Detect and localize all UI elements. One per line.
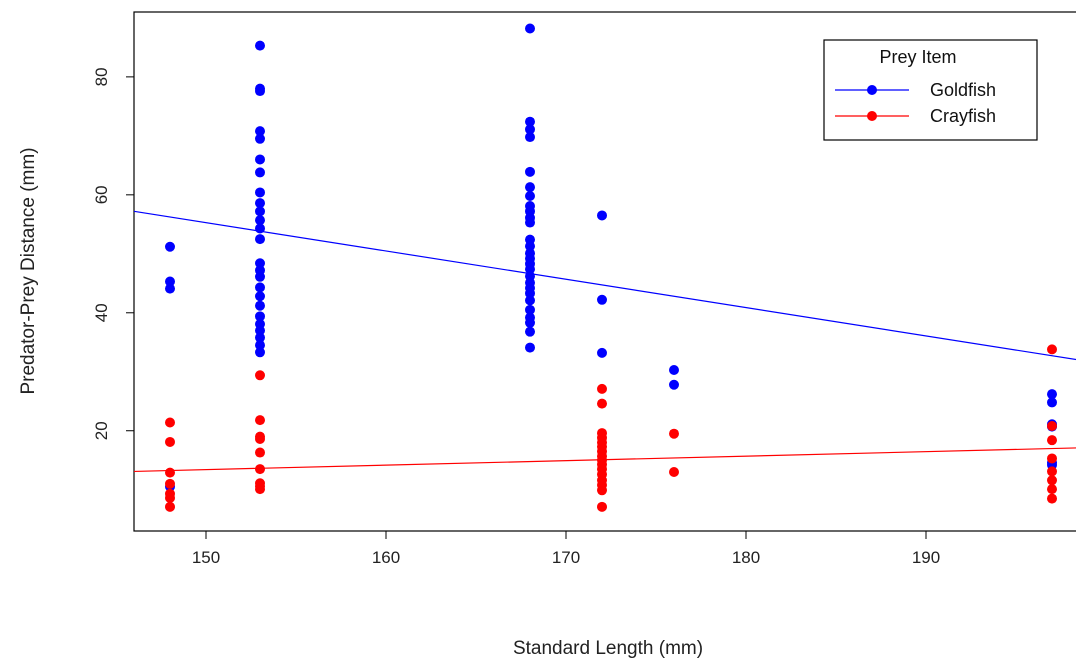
fit-line-goldfish <box>133 210 1076 361</box>
point-crayfish <box>255 447 265 458</box>
point-goldfish <box>525 326 535 337</box>
x-tick-label: 160 <box>372 548 400 567</box>
x-axis: 150 160 170 180 190 <box>192 531 940 567</box>
point-goldfish <box>255 206 265 217</box>
point-goldfish <box>255 340 265 351</box>
point-goldfish <box>525 241 535 252</box>
point-crayfish <box>1047 435 1057 446</box>
point-goldfish <box>525 124 535 135</box>
point-crayfish <box>255 484 265 495</box>
point-goldfish <box>255 332 265 343</box>
point-goldfish <box>525 166 535 177</box>
point-goldfish <box>597 210 607 221</box>
y-tick-label: 40 <box>92 303 111 322</box>
y-axis: 20 40 60 80 <box>92 67 134 440</box>
point-goldfish <box>255 311 265 322</box>
point-goldfish <box>525 182 535 193</box>
point-goldfish <box>255 234 265 245</box>
point-goldfish <box>525 191 535 202</box>
point-goldfish <box>255 291 265 302</box>
point-crayfish <box>597 383 607 394</box>
point-goldfish <box>255 40 265 51</box>
y-tick-label: 60 <box>92 185 111 204</box>
point-goldfish <box>525 217 535 228</box>
point-goldfish <box>255 347 265 358</box>
point-goldfish <box>255 223 265 234</box>
point-crayfish <box>255 370 265 381</box>
point-crayfish <box>165 436 175 447</box>
point-crayfish <box>1047 344 1057 355</box>
point-crayfish <box>255 464 265 475</box>
legend-title: Prey Item <box>879 47 956 67</box>
point-goldfish <box>525 342 535 353</box>
point-goldfish <box>1047 389 1057 400</box>
point-goldfish <box>255 325 265 336</box>
point-goldfish <box>525 23 535 34</box>
point-goldfish <box>255 187 265 198</box>
y-tick-label: 20 <box>92 421 111 440</box>
data-points <box>165 23 1057 512</box>
point-crayfish <box>597 501 607 512</box>
x-axis-title: Standard Length (mm) <box>513 638 703 659</box>
point-crayfish <box>597 485 607 496</box>
point-goldfish <box>525 132 535 143</box>
y-tick-label: 80 <box>92 67 111 86</box>
point-goldfish <box>525 304 535 315</box>
point-goldfish <box>255 215 265 226</box>
legend-label-goldfish: Goldfish <box>930 80 996 100</box>
point-goldfish <box>669 364 679 375</box>
legend: Prey Item Goldfish Crayfish <box>823 39 1038 141</box>
point-crayfish <box>165 478 175 489</box>
x-tick-label: 150 <box>192 548 220 567</box>
point-goldfish <box>165 241 175 252</box>
point-crayfish <box>255 433 265 444</box>
point-crayfish <box>165 492 175 503</box>
point-crayfish <box>669 467 679 478</box>
point-goldfish <box>597 347 607 358</box>
point-goldfish <box>525 116 535 127</box>
point-crayfish <box>1047 493 1057 504</box>
legend-marker-goldfish <box>867 85 877 95</box>
point-goldfish <box>525 288 535 299</box>
y-axis-title: Predator-Prey Distance (mm) <box>18 147 39 394</box>
point-goldfish <box>525 264 535 275</box>
point-goldfish <box>255 154 265 165</box>
x-tick-label: 190 <box>912 548 940 567</box>
point-crayfish <box>1047 453 1057 464</box>
point-crayfish <box>1047 466 1057 477</box>
x-tick-label: 180 <box>732 548 760 567</box>
point-crayfish <box>597 398 607 409</box>
point-crayfish <box>1047 484 1057 495</box>
point-crayfish <box>255 415 265 426</box>
point-goldfish <box>525 317 535 328</box>
x-tick-label: 170 <box>552 548 580 567</box>
point-crayfish <box>1047 421 1057 432</box>
point-goldfish <box>165 276 175 287</box>
legend-marker-crayfish <box>867 111 877 121</box>
point-goldfish <box>255 282 265 293</box>
point-crayfish <box>165 501 175 512</box>
point-crayfish <box>669 428 679 439</box>
point-crayfish <box>165 467 175 478</box>
point-goldfish <box>1047 397 1057 408</box>
point-goldfish <box>525 295 535 306</box>
point-goldfish <box>255 167 265 178</box>
plot-frame <box>133 11 1076 532</box>
point-goldfish <box>255 271 265 282</box>
point-goldfish <box>165 283 175 294</box>
legend-label-crayfish: Crayfish <box>930 106 996 126</box>
point-crayfish <box>165 417 175 428</box>
point-goldfish <box>255 258 265 269</box>
point-goldfish <box>255 198 265 209</box>
point-crayfish <box>1047 475 1057 486</box>
point-goldfish <box>597 294 607 305</box>
point-goldfish <box>669 379 679 390</box>
point-goldfish <box>255 86 265 97</box>
point-goldfish <box>255 126 265 137</box>
point-goldfish <box>255 300 265 311</box>
point-goldfish <box>255 133 265 144</box>
